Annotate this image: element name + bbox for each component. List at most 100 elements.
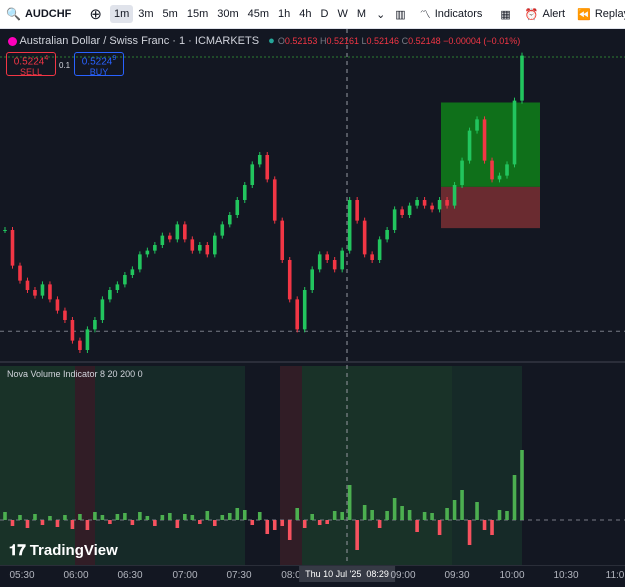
- candle: [70, 320, 75, 341]
- replay-icon: ⏪: [577, 8, 591, 21]
- interval-button[interactable]: 1h: [278, 8, 291, 20]
- candle: [415, 200, 419, 206]
- o-value: 0.52153: [284, 36, 318, 46]
- candle: [115, 284, 120, 290]
- candle: [437, 200, 442, 210]
- candle: [295, 299, 300, 330]
- volume-bar: [212, 520, 217, 526]
- candle: [242, 185, 247, 200]
- volume-bar: [295, 508, 300, 520]
- interval-button[interactable]: 5m: [162, 8, 178, 20]
- candle: [198, 245, 202, 251]
- candle: [520, 55, 524, 101]
- candle: [3, 230, 7, 231]
- volume-bar: [242, 510, 247, 520]
- volume-bar: [250, 520, 255, 525]
- candle: [145, 250, 150, 255]
- interval-button[interactable]: 1m: [109, 5, 134, 23]
- l-value: 0.52146: [366, 36, 400, 46]
- interval-button[interactable]: 4h: [299, 8, 312, 20]
- x-label: 07:30: [226, 570, 252, 581]
- interval-button[interactable]: M: [356, 8, 367, 20]
- volume-bar: [392, 498, 397, 520]
- stop-zone: [441, 186, 540, 229]
- alert-button[interactable]: Alert: [542, 8, 566, 20]
- volume-strip: [75, 366, 95, 565]
- symbol[interactable]: AUDCHF: [24, 8, 72, 20]
- interval-button[interactable]: W: [337, 8, 348, 20]
- candle: [332, 260, 337, 270]
- interval-button[interactable]: 30m: [217, 8, 239, 20]
- volume-bar: [377, 520, 382, 528]
- volume-bar: [437, 520, 442, 535]
- x-label: 08:0: [281, 570, 301, 581]
- interval-button[interactable]: D: [320, 8, 329, 20]
- dropdown[interactable]: ⌄: [376, 8, 386, 21]
- legend-title: Australian Dollar / Swiss Franc · 1 · IC…: [19, 35, 260, 47]
- volume-strip: [452, 366, 522, 565]
- volume-bar: [3, 512, 7, 520]
- candle: [377, 239, 382, 260]
- c-label: C: [401, 36, 409, 46]
- candle: [355, 200, 359, 221]
- volume-bar: [100, 515, 105, 520]
- candle: [257, 155, 262, 165]
- volume-bar: [85, 520, 90, 530]
- interval-button[interactable]: 45m: [247, 8, 270, 20]
- volume-bar: [467, 520, 472, 545]
- volume-bar: [482, 520, 487, 530]
- candle: [302, 290, 307, 330]
- candle: [407, 205, 412, 215]
- volume-bar: [183, 514, 187, 520]
- toolbar: 🔍 AUDCHF ⊕ 1m 3m 5m 15m 30m 45m 1h 4h D W M ⌄ ▥ 〽 …: [0, 0, 625, 29]
- layouts[interactable]: ▦: [500, 8, 511, 21]
- volume-bar: [235, 508, 240, 520]
- volume-bar: [505, 511, 509, 520]
- volume-bar: [108, 520, 112, 524]
- volume-bar: [33, 514, 37, 520]
- candle: [48, 284, 52, 300]
- candle: [310, 269, 315, 290]
- volume-bar: [40, 520, 45, 525]
- add-symbol[interactable]: ⊕: [89, 6, 102, 23]
- candle: [317, 254, 322, 270]
- status-dot: ●: [268, 35, 275, 47]
- c-value: 0.52148: [408, 36, 441, 46]
- candle: [430, 205, 434, 210]
- volume-strip: [95, 366, 245, 565]
- logo-text: TradingView: [29, 542, 118, 559]
- volume-bar: [78, 514, 82, 520]
- volume-bar: [153, 520, 157, 526]
- candle: [347, 200, 352, 251]
- volume-bar: [452, 500, 457, 520]
- candle: [55, 299, 60, 311]
- volume-bar: [280, 520, 285, 526]
- candle: [160, 235, 165, 245]
- candle: [265, 155, 270, 180]
- candle: [25, 280, 30, 290]
- replay-button[interactable]: Replay: [594, 8, 625, 20]
- volume-background: [0, 366, 522, 565]
- interval-button[interactable]: 15m: [186, 8, 209, 20]
- candle: [138, 254, 142, 270]
- volume-bar: [422, 512, 427, 520]
- candle: [422, 200, 427, 206]
- volume-bar: [18, 515, 22, 520]
- candle: [220, 224, 225, 236]
- buy-button[interactable]: 0.52249 BUY: [74, 52, 124, 77]
- candle: [93, 320, 97, 330]
- volume-bar: [272, 520, 277, 530]
- volume-bar: [347, 485, 352, 520]
- ohlc: O0.52153 H0.52161 L0.52146 C0.52148 −0.0…: [278, 36, 520, 46]
- sell-button[interactable]: 0.52244 SELL: [6, 52, 56, 77]
- candle: [153, 245, 157, 251]
- candle: [445, 200, 449, 206]
- volume-bar: [265, 520, 270, 534]
- candle: [400, 209, 404, 215]
- indicators-button[interactable]: Indicators: [434, 8, 483, 20]
- candle: [362, 220, 367, 255]
- volume-bar: [287, 520, 292, 540]
- interval-button[interactable]: 3m: [138, 8, 154, 20]
- chart-type[interactable]: ▥: [395, 8, 406, 21]
- volume-bar: [400, 506, 404, 520]
